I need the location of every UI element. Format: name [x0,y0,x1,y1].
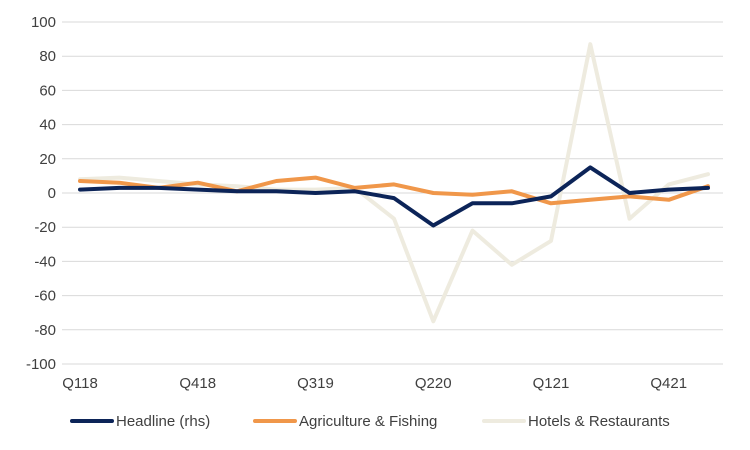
y-tick-label: -40 [34,253,56,270]
x-tick-label: Q421 [650,375,687,392]
legend-label: Headline (rhs) [116,413,210,430]
gridlines [62,21,723,365]
y-tick-label: 80 [39,48,56,65]
x-tick-label: Q220 [415,375,452,392]
x-tick-label: Q118 [62,375,98,392]
y-tick-label: 60 [39,82,56,99]
series-lines [78,42,710,324]
y-tick-label: 20 [39,151,56,168]
x-tick-label: Q121 [533,375,570,392]
y-tick-label: 40 [39,117,56,134]
legend-label: Agriculture & Fishing [299,413,437,430]
legend: Headline (rhs) Agriculture & Fishing Hotel… [70,413,670,430]
y-tick-label: 0 [48,185,56,202]
x-tick-label: Q418 [179,375,216,392]
series-line-agriculture-fishing [78,175,710,206]
x-axis-tick-labels: Q118 Q418 Q319 Q220 Q121 Q421 [62,375,687,392]
y-tick-label: -80 [34,322,56,339]
y-axis-tick-labels: 100 80 60 40 20 0 -20 -40 -60 -80 -100 [26,14,56,373]
series-line-headline-rhs [78,165,710,228]
x-tick-label: Q319 [297,375,334,392]
y-tick-label: -20 [34,219,56,236]
y-tick-label: -100 [26,356,56,373]
legend-label: Hotels & Restaurants [528,413,670,430]
y-tick-label: 100 [31,14,56,31]
y-tick-label: -60 [34,288,56,305]
